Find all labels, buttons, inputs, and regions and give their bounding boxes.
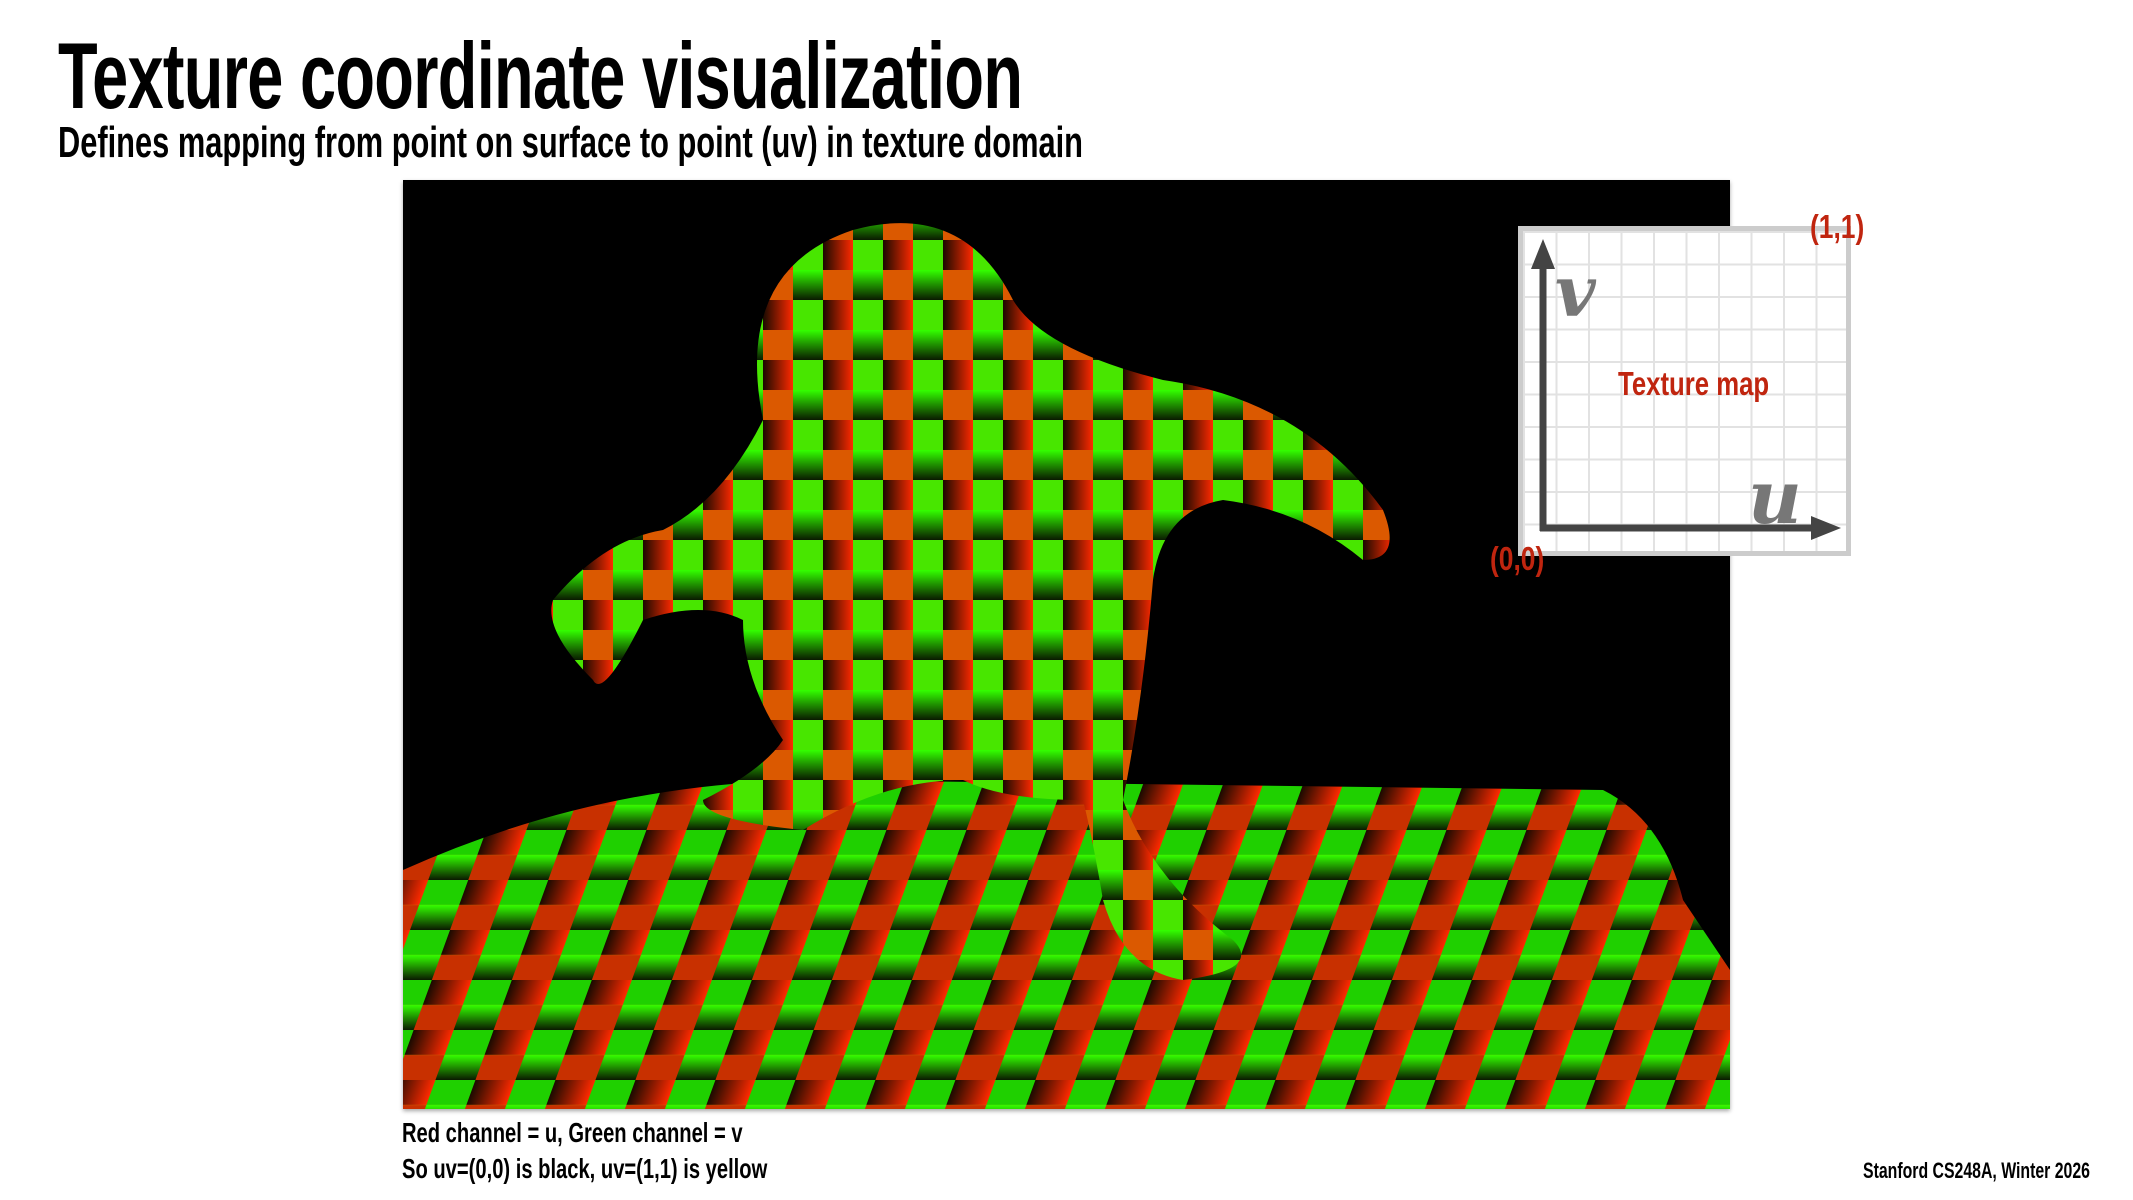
footer-course: Stanford CS248A, Winter 2026 — [1863, 1158, 2090, 1183]
texture-map-diagram — [1518, 226, 1851, 556]
u-axis-arrow-icon — [1540, 516, 1841, 540]
corner-label-0-0: (0,0) — [1490, 540, 1545, 577]
v-axis-label: v — [1555, 250, 1596, 333]
character-body — [551, 223, 1390, 981]
texture-map-label: Texture map — [1618, 365, 1770, 402]
v-axis-arrow-icon — [1531, 239, 1555, 531]
corner-label-1-1: (1,1) — [1810, 208, 1865, 245]
slide-title: Texture coordinate visualization — [58, 23, 1023, 128]
floor-plane — [403, 780, 1730, 1109]
caption-channels: Red channel = u, Green channel = v — [402, 1117, 743, 1148]
uv-visualization-render — [403, 180, 1730, 1109]
caption-colors: So uv=(0,0) is black, uv=(1,1) is yellow — [402, 1153, 768, 1184]
u-axis-label: u — [1748, 455, 1802, 541]
slide-subtitle: Defines mapping from point on surface to… — [58, 118, 1083, 167]
